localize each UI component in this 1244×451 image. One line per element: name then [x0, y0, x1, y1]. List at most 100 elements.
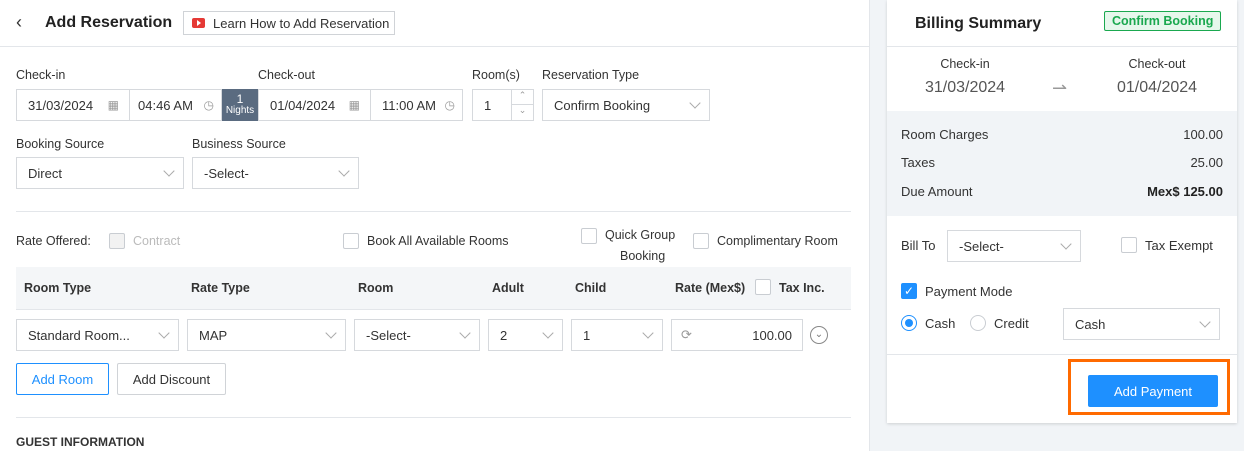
guest-information-heading: GUEST INFORMATION — [16, 435, 145, 449]
arrow-right-icon: ⇀ — [1052, 78, 1068, 98]
adult-select[interactable]: 2 — [488, 319, 563, 351]
add-payment-button[interactable]: Add Payment — [1088, 375, 1218, 407]
add-payment-label: Add Payment — [1113, 383, 1193, 399]
add-discount-button[interactable]: Add Discount — [117, 363, 226, 395]
col-rate: Rate (Mex$) — [675, 281, 746, 295]
reservation-type-select[interactable]: Confirm Booking — [542, 89, 710, 121]
card-divider — [887, 354, 1237, 355]
adult-value: 2 — [500, 327, 508, 343]
bill-to-value: -Select- — [959, 238, 1004, 254]
checkout-time-input[interactable]: 11:00 AM ◷ — [370, 89, 463, 121]
page-title: Add Reservation — [45, 14, 173, 31]
chevron-down-icon — [1199, 316, 1211, 328]
business-source-label: Business Source — [192, 137, 286, 151]
billing-summary-card: Billing Summary Confirm Booking Check-in… — [887, 0, 1237, 423]
cash-radio-label: Cash — [925, 316, 956, 331]
room-type-select[interactable]: Standard Room... — [16, 319, 179, 351]
taxes-label: Taxes — [901, 155, 935, 170]
room-value: -Select- — [366, 327, 411, 343]
nights-count: 1 — [236, 92, 244, 106]
cash-radio[interactable] — [901, 315, 917, 331]
checkin-date-input[interactable]: 31/03/2024 ▦ — [16, 89, 130, 121]
chevron-down-icon — [1060, 238, 1072, 250]
learn-video-button[interactable]: Learn How to Add Reservation — [183, 11, 395, 35]
billing-checkout-date: 01/04/2024 — [1116, 79, 1198, 96]
tax-exempt-label: Tax Exempt — [1145, 238, 1213, 253]
clock-icon: ◷ — [203, 98, 214, 112]
booking-source-select[interactable]: Direct — [16, 157, 184, 189]
calendar-icon: ▦ — [107, 98, 119, 112]
credit-radio[interactable] — [970, 315, 986, 331]
checkin-time-value: 04:46 AM — [138, 97, 193, 113]
highlight-box — [1068, 359, 1230, 415]
rate-input[interactable]: ⟳ 100.00 — [671, 319, 803, 351]
payment-mode-checkbox[interactable]: ✓ — [901, 283, 917, 299]
card-divider — [887, 46, 1237, 47]
header-divider — [0, 46, 870, 47]
payment-type-select[interactable]: Cash — [1063, 308, 1220, 340]
rate-type-select[interactable]: MAP — [187, 319, 346, 351]
add-room-label: Add Room — [31, 371, 94, 387]
checkout-label: Check-out — [258, 68, 315, 82]
section-divider — [16, 211, 851, 212]
bill-to-label: Bill To — [901, 238, 936, 253]
payment-mode-label: Payment Mode — [925, 284, 1013, 299]
tax-exempt-checkbox[interactable] — [1121, 237, 1137, 253]
add-room-button[interactable]: Add Room — [16, 363, 109, 395]
bill-to-select[interactable]: -Select- — [947, 230, 1081, 262]
taxes-value: 25.00 — [1190, 155, 1223, 170]
book-all-checkbox[interactable] — [343, 233, 359, 249]
room-select[interactable]: -Select- — [354, 319, 480, 351]
quick-group-label-2: Booking — [620, 249, 666, 263]
chevron-down-icon — [338, 165, 350, 177]
refresh-icon[interactable]: ⟳ — [681, 327, 692, 342]
payment-type-value: Cash — [1075, 316, 1106, 332]
add-discount-label: Add Discount — [132, 371, 211, 387]
col-child: Child — [575, 281, 607, 295]
checkin-label: Check-in — [16, 68, 66, 82]
increment-icon[interactable]: ⌃ — [512, 90, 533, 105]
business-source-select[interactable]: -Select- — [192, 157, 359, 189]
quick-group-label: Quick Group — [605, 228, 676, 242]
chevron-down-icon — [542, 327, 554, 339]
chevron-down-icon — [689, 97, 701, 109]
checkout-date-input[interactable]: 01/04/2024 ▦ — [258, 89, 371, 121]
back-icon[interactable]: ‹ — [16, 12, 22, 32]
billing-checkout-label: Check-out — [1128, 57, 1186, 71]
due-label: Due Amount — [901, 184, 973, 199]
chevron-down-icon — [163, 165, 175, 177]
tax-inc-checkbox[interactable] — [755, 279, 771, 295]
col-tax-inc: Tax Inc. — [779, 281, 825, 295]
contract-checkbox[interactable] — [109, 233, 125, 249]
contract-label: Contract — [133, 234, 181, 248]
billing-checkin-label: Check-in — [940, 57, 990, 71]
charges-panel: Room Charges 100.00 Taxes 25.00 Due Amou… — [887, 111, 1237, 216]
complimentary-label: Complimentary Room — [717, 234, 838, 248]
col-adult: Adult — [492, 281, 524, 295]
reservation-type-label: Reservation Type — [542, 68, 640, 82]
book-all-label: Book All Available Rooms — [367, 234, 509, 248]
rate-value: 100.00 — [752, 327, 792, 343]
decrement-icon[interactable]: ⌄ — [518, 105, 527, 115]
due-value: Mex$ 125.00 — [1147, 184, 1223, 199]
learn-video-label: Learn How to Add Reservation — [213, 15, 390, 31]
rooms-stepper[interactable]: 1 ⌃ ⌄ — [472, 89, 534, 121]
col-rate-type: Rate Type — [191, 281, 250, 295]
status-badge: Confirm Booking — [1104, 11, 1222, 31]
reservation-form: ‹ Add Reservation Learn How to Add Reser… — [0, 0, 870, 451]
child-select[interactable]: 1 — [571, 319, 663, 351]
chevron-down-icon — [325, 327, 337, 339]
booking-source-label: Booking Source — [16, 137, 105, 151]
quick-group-checkbox[interactable] — [581, 228, 597, 244]
chevron-down-icon — [642, 327, 654, 339]
youtube-icon — [192, 18, 205, 28]
complimentary-checkbox[interactable] — [693, 233, 709, 249]
rooms-label: Room(s) — [472, 68, 520, 82]
nights-badge: 1 Nights — [222, 89, 258, 121]
rate-type-value: MAP — [199, 327, 228, 343]
billing-checkin-date: 31/03/2024 — [924, 79, 1006, 96]
checkin-time-input[interactable]: 04:46 AM ◷ — [129, 89, 222, 121]
reservation-type-value: Confirm Booking — [554, 97, 651, 113]
chevron-down-icon — [459, 327, 471, 339]
expand-row-icon[interactable]: ⌄ — [810, 326, 828, 344]
